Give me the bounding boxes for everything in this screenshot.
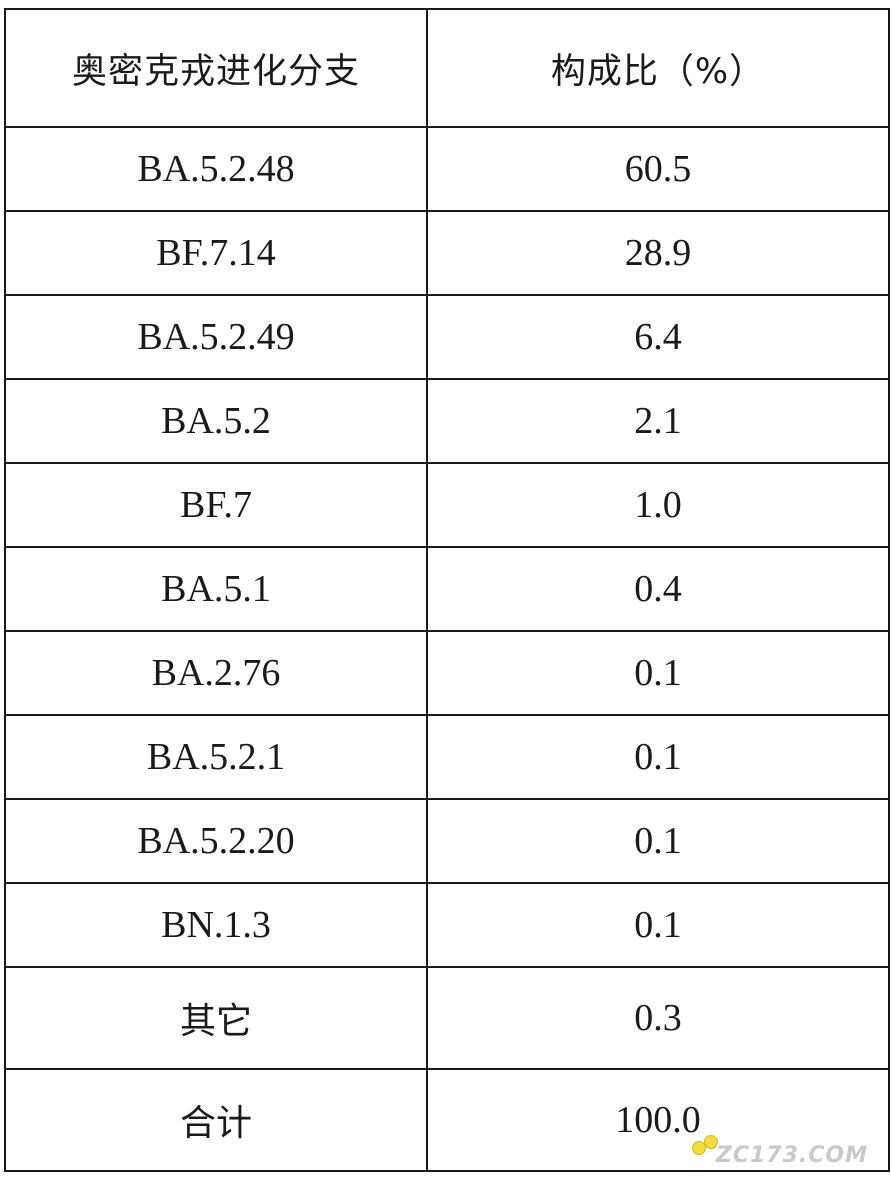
table-row: BN.1.3 0.1 bbox=[4, 882, 890, 968]
ratio-cell: 1.0 bbox=[426, 462, 890, 548]
table-row-other: 其它 0.3 bbox=[4, 966, 890, 1070]
ratio-cell: 2.1 bbox=[426, 378, 890, 464]
ratio-cell: 0.1 bbox=[426, 798, 890, 884]
ratio-cell: 0.1 bbox=[426, 714, 890, 800]
branch-cell: BF.7.14 bbox=[4, 210, 428, 296]
table-row: BF.7 1.0 bbox=[4, 462, 890, 548]
table-row: BA.5.2 2.1 bbox=[4, 378, 890, 464]
branch-cell: BN.1.3 bbox=[4, 882, 428, 968]
branch-cell-other: 其它 bbox=[4, 966, 428, 1070]
ratio-cell: 0.4 bbox=[426, 546, 890, 632]
branch-cell: BA.5.2.48 bbox=[4, 126, 428, 212]
branch-cell: BA.5.2.49 bbox=[4, 294, 428, 380]
table-row-total: 合计 100.0 bbox=[4, 1068, 890, 1172]
table-row: BA.5.2.48 60.5 bbox=[4, 126, 890, 212]
table-row: BA.5.2.49 6.4 bbox=[4, 294, 890, 380]
branch-cell: BF.7 bbox=[4, 462, 428, 548]
ratio-cell: 6.4 bbox=[426, 294, 890, 380]
watermark-text: ZC173.COM bbox=[715, 1143, 868, 1168]
header-ratio: 构成比（%） bbox=[426, 8, 890, 128]
table-row: BA.5.2.1 0.1 bbox=[4, 714, 890, 800]
branch-cell: BA.5.1 bbox=[4, 546, 428, 632]
omicron-branch-table: 奥密克戎进化分支 构成比（%） BA.5.2.48 60.5 BF.7.14 2… bbox=[4, 8, 890, 1172]
ratio-cell: 0.1 bbox=[426, 882, 890, 968]
ratio-cell: 0.1 bbox=[426, 630, 890, 716]
branch-cell: BA.5.2 bbox=[4, 378, 428, 464]
table-row: BA.5.1 0.4 bbox=[4, 546, 890, 632]
table-header-row: 奥密克戎进化分支 构成比（%） bbox=[4, 8, 890, 128]
table-row: BA.2.76 0.1 bbox=[4, 630, 890, 716]
branch-cell: BA.5.2.20 bbox=[4, 798, 428, 884]
table-row: BF.7.14 28.9 bbox=[4, 210, 890, 296]
branch-cell: BA.2.76 bbox=[4, 630, 428, 716]
site-watermark: ZC173.COM bbox=[689, 1135, 874, 1170]
ratio-cell: 28.9 bbox=[426, 210, 890, 296]
ratio-cell: 0.3 bbox=[426, 966, 890, 1070]
ratio-cell: 60.5 bbox=[426, 126, 890, 212]
watermark-logo-icon bbox=[691, 1135, 718, 1155]
branch-cell: BA.5.2.1 bbox=[4, 714, 428, 800]
table-row: BA.5.2.20 0.1 bbox=[4, 798, 890, 884]
branch-cell-total: 合计 bbox=[4, 1068, 428, 1172]
header-branch: 奥密克戎进化分支 bbox=[4, 8, 428, 128]
